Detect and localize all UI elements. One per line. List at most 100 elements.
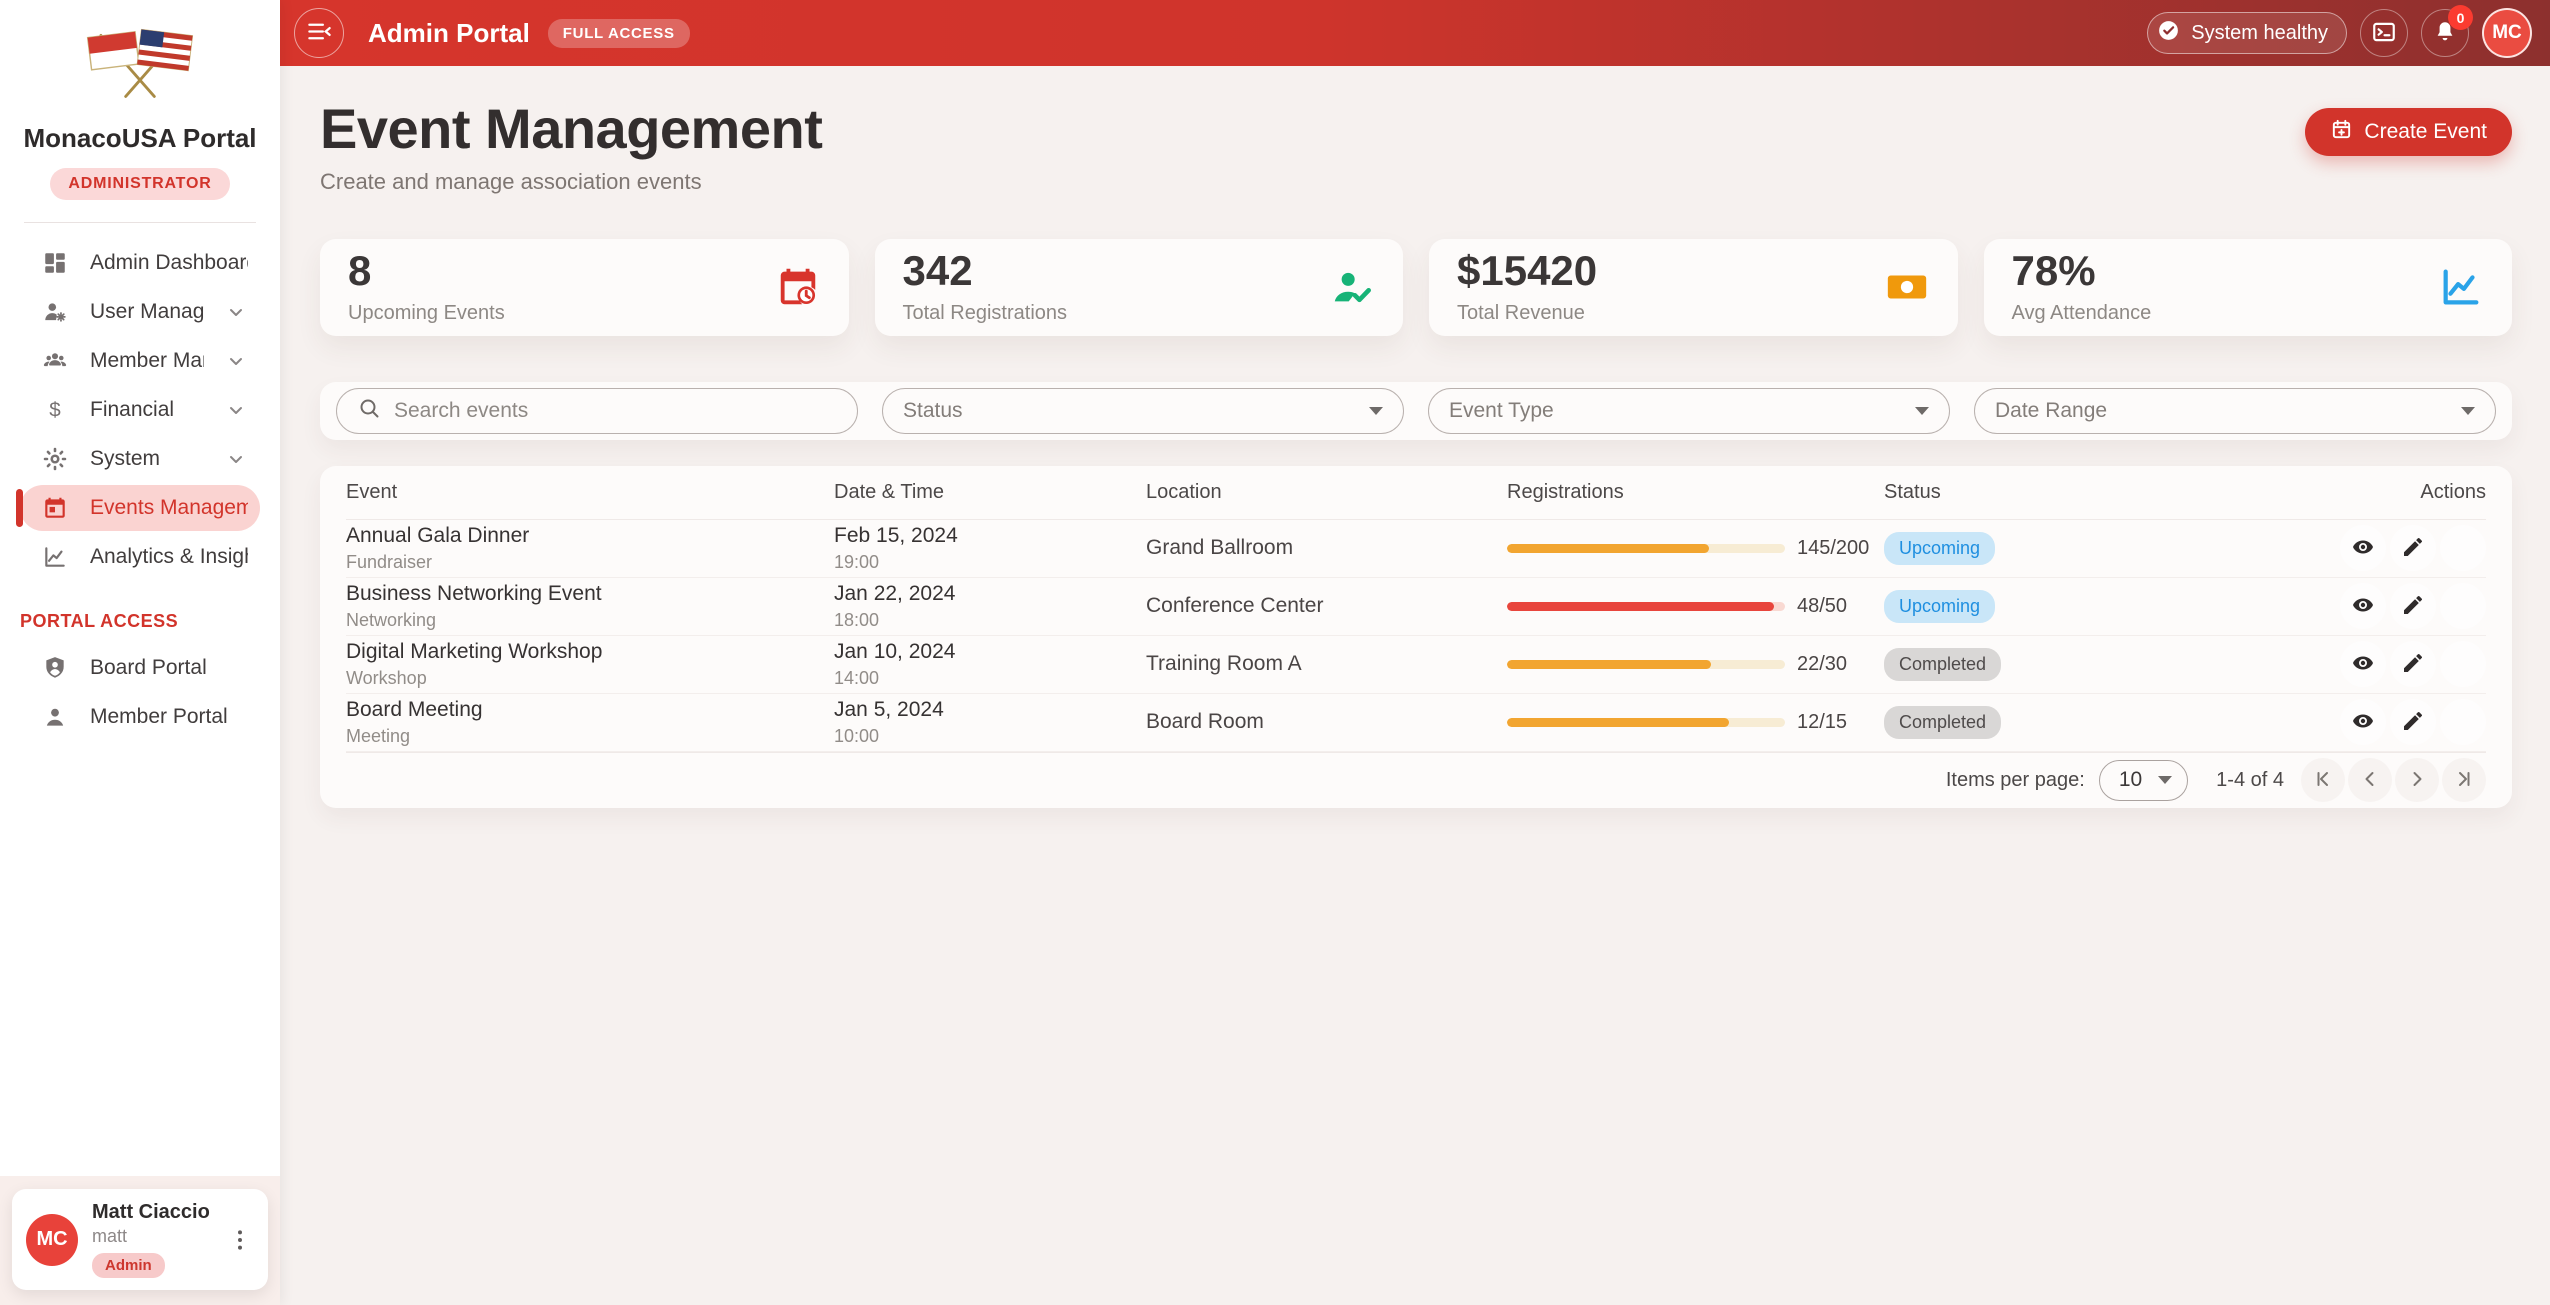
portal-access-nav: Board Portal Member Portal xyxy=(0,642,280,743)
search-input[interactable] xyxy=(394,399,837,423)
stat-label: Total Registrations xyxy=(903,302,1068,325)
pencil-icon xyxy=(2401,535,2425,562)
event-date: Jan 5, 2024 xyxy=(834,698,1146,722)
svg-text:$: $ xyxy=(49,399,61,422)
sidebar-item-label: System xyxy=(90,447,204,471)
sidebar-item-system[interactable]: System xyxy=(20,436,260,482)
system-health-badge: System healthy xyxy=(2147,12,2347,54)
page-header-text: Event Management Create and manage assoc… xyxy=(320,98,822,195)
more-vert-icon[interactable] xyxy=(226,1226,254,1254)
portal-access-section-label: PORTAL ACCESS xyxy=(0,583,280,642)
event-location: Board Room xyxy=(1146,710,1507,734)
stat-value: 342 xyxy=(903,249,1068,293)
caret-down-icon xyxy=(2158,776,2172,784)
registration-progress-bar xyxy=(1507,544,1785,553)
event-time: 14:00 xyxy=(834,668,1146,689)
first-page-button[interactable] xyxy=(2301,758,2345,802)
chevron-down-icon xyxy=(224,349,248,373)
caret-down-icon xyxy=(1369,407,1383,415)
calendar-icon xyxy=(40,493,70,523)
divider xyxy=(24,222,256,223)
admin-role-badge: Admin xyxy=(92,1253,165,1278)
registrations-cell: 48/50 xyxy=(1507,595,1884,618)
topbar-title: Admin Portal xyxy=(368,18,530,49)
console-button[interactable] xyxy=(2360,9,2408,57)
event-type: Meeting xyxy=(346,726,834,747)
delete-button[interactable] xyxy=(2440,699,2486,745)
edit-button[interactable] xyxy=(2390,699,2436,745)
delete-button[interactable] xyxy=(2440,641,2486,687)
app-root: MonacoUSA Portal ADMINISTRATOR Admin Das… xyxy=(0,0,2550,1305)
sidebar-item-member-portal[interactable]: Member Portal xyxy=(20,694,260,740)
full-access-badge: FULL ACCESS xyxy=(548,19,690,48)
registration-count: 22/30 xyxy=(1797,653,1847,676)
notification-count-badge: 0 xyxy=(2448,5,2473,30)
page-title: Event Management xyxy=(320,98,822,161)
registration-progress-bar xyxy=(1507,602,1785,611)
column-header-registrations: Registrations xyxy=(1507,481,1884,504)
stat-label: Avg Attendance xyxy=(2012,302,2152,325)
stat-card-total-revenue: $15420 Total Revenue xyxy=(1429,239,1958,336)
status-filter-select[interactable]: Status xyxy=(882,388,1404,434)
next-page-button[interactable] xyxy=(2395,758,2439,802)
event-type: Networking xyxy=(346,610,834,631)
delete-button[interactable] xyxy=(2440,525,2486,571)
stat-card-total-registrations: 342 Total Registrations xyxy=(875,239,1404,336)
user-name: Matt Ciaccio xyxy=(92,1201,212,1224)
sidebar-item-user-management[interactable]: User Management xyxy=(20,289,260,335)
chevron-down-icon xyxy=(224,398,248,422)
eye-icon xyxy=(2351,593,2375,620)
topbar-avatar[interactable]: MC xyxy=(2482,8,2532,58)
column-header-event: Event xyxy=(346,481,834,504)
view-button[interactable] xyxy=(2340,583,2386,629)
stat-label: Upcoming Events xyxy=(348,302,505,325)
sidebar-item-financial[interactable]: $ Financial xyxy=(20,387,260,433)
create-event-label: Create Event xyxy=(2364,120,2487,144)
sidebar-spacer xyxy=(0,743,280,1176)
table-row: Board Meeting Meeting Jan 5, 2024 10:00 … xyxy=(346,694,2486,752)
status-filter-label: Status xyxy=(903,399,963,423)
column-header-date-time: Date & Time xyxy=(834,481,1146,504)
gear-icon xyxy=(40,444,70,474)
last-page-button[interactable] xyxy=(2442,758,2486,802)
user-card[interactable]: MC Matt Ciaccio matt Admin xyxy=(12,1189,268,1290)
page-size-select[interactable]: 10 xyxy=(2099,760,2188,801)
edit-button[interactable] xyxy=(2390,525,2436,571)
stat-card-avg-attendance: 78% Avg Attendance xyxy=(1984,239,2513,336)
column-header-actions: Actions xyxy=(2316,481,2486,504)
status-badge: Completed xyxy=(1884,648,2001,681)
administrator-badge: ADMINISTRATOR xyxy=(50,168,229,200)
sidebar-item-analytics-insights[interactable]: Analytics & Insights xyxy=(20,534,260,580)
event-time: 18:00 xyxy=(834,610,1146,631)
person-icon xyxy=(40,702,70,732)
sidebar-item-board-portal[interactable]: Board Portal xyxy=(20,645,260,691)
sidebar-item-admin-dashboard[interactable]: Admin Dashboard xyxy=(20,240,260,286)
sidebar-item-events-management[interactable]: Events Management xyxy=(20,485,260,531)
create-event-button[interactable]: Create Event xyxy=(2305,108,2512,156)
previous-page-button[interactable] xyxy=(2348,758,2392,802)
page-header: Event Management Create and manage assoc… xyxy=(320,98,2512,195)
table-row: Annual Gala Dinner Fundraiser Feb 15, 20… xyxy=(346,520,2486,578)
delete-button[interactable] xyxy=(2440,583,2486,629)
menu-toggle-button[interactable] xyxy=(294,8,344,58)
event-date: Jan 10, 2024 xyxy=(834,640,1146,664)
avatar: MC xyxy=(26,1214,78,1266)
stat-value: 78% xyxy=(2012,249,2152,293)
topbar-right: System healthy 0 MC xyxy=(2147,8,2532,58)
sidebar-item-member-management[interactable]: Member Manage... xyxy=(20,338,260,384)
view-button[interactable] xyxy=(2340,525,2386,571)
last-page-icon xyxy=(2452,767,2476,794)
event-type-filter-select[interactable]: Event Type xyxy=(1428,388,1950,434)
dashboard-icon xyxy=(40,248,70,278)
event-type-filter-label: Event Type xyxy=(1449,399,1554,423)
sidebar-item-label: User Management xyxy=(90,300,204,324)
notifications-button[interactable]: 0 xyxy=(2421,9,2469,57)
events-table: Event Date & Time Location Registrations… xyxy=(320,466,2512,808)
edit-button[interactable] xyxy=(2390,641,2436,687)
edit-button[interactable] xyxy=(2390,583,2436,629)
event-location: Training Room A xyxy=(1146,652,1507,676)
chevron-down-icon xyxy=(224,300,248,324)
view-button[interactable] xyxy=(2340,699,2386,745)
view-button[interactable] xyxy=(2340,641,2386,687)
date-range-filter-select[interactable]: Date Range xyxy=(1974,388,2496,434)
